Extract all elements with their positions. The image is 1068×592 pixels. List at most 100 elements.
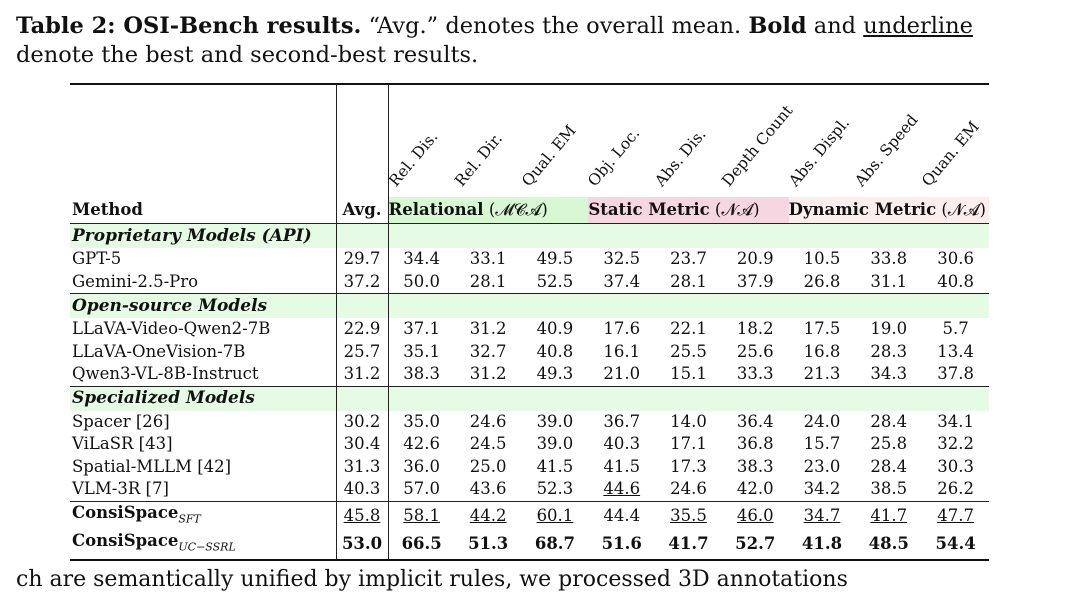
score-cell: 36.8 (722, 433, 789, 456)
score-value: 34.1 (937, 411, 974, 431)
score-cell: 16.1 (588, 341, 655, 364)
section-blank (788, 385, 856, 411)
score-value: 25.0 (469, 456, 507, 476)
score-cell: 49.3 (522, 363, 589, 386)
score-value: 31.1 (870, 271, 908, 291)
score-cell: 41.7 (855, 500, 923, 531)
table-body: Proprietary Models (API) GPT-5 29.7 34.4 33.… (70, 223, 989, 562)
score-cell: 24.5 (455, 433, 522, 456)
score-cell: 38.3 (387, 363, 455, 386)
score-cell: 39.0 (522, 411, 589, 434)
score-value: 43.6 (469, 479, 507, 498)
score-cell: 36.7 (588, 411, 655, 434)
score-cell: 32.2 (922, 433, 989, 456)
table-caption: Table 2: OSI-Bench results. “Avg.” denot… (16, 12, 1056, 70)
section-header-row: Specialized Models (70, 385, 989, 411)
table-row: LLaVA-OneVision-7B 25.7 35.1 32.7 40.8 16.1 25… (70, 340, 989, 364)
section-blank (788, 223, 856, 248)
score-value: 26.2 (937, 479, 974, 498)
caption-bold-word: Bold (748, 13, 807, 39)
score-value: 48.5 (868, 534, 909, 554)
score-value: 24.6 (469, 411, 507, 431)
section-blank (655, 385, 722, 411)
score-value: 40.9 (536, 319, 574, 338)
score-value: 39.0 (536, 411, 574, 431)
score-value: 38.3 (403, 364, 441, 383)
score-cell: 37.1 (387, 318, 455, 341)
group-dynamic-metric: Dynamic Metric (𝓝𝓐) (788, 197, 989, 224)
avg-header: Avg. (335, 197, 389, 224)
score-cell: 24.6 (655, 478, 722, 501)
section-header-row: Open-source Models (70, 293, 989, 318)
score-cell: 33.1 (455, 248, 522, 271)
score-cell: 35.0 (387, 410, 455, 433)
score-value: 30.6 (937, 249, 974, 268)
score-value: 35.1 (403, 341, 441, 361)
method-label: ConsiSpace (72, 531, 179, 551)
score-value: 14.0 (670, 411, 707, 431)
method-name: Spatial-MLLM [42] (72, 456, 232, 476)
score-cell: 20.9 (722, 248, 789, 271)
section-blank (387, 293, 455, 318)
section-blank (387, 223, 455, 248)
score-value: 34.3 (870, 364, 908, 383)
score-value: 36.7 (603, 411, 641, 431)
table-row: LLaVA-Video-Qwen2-7B 22.9 37.1 31.2 40.9 17.6… (70, 318, 989, 341)
section-blank (855, 293, 923, 318)
header-avg-spacer (335, 83, 389, 197)
score-cell: 47.7 (922, 500, 989, 531)
score-cell: 5.7 (922, 318, 989, 341)
col-header: Abs. Dis. (651, 83, 722, 197)
score-value: 17.3 (670, 456, 707, 476)
score-value: 26.8 (803, 271, 841, 291)
score-value: 36.4 (736, 411, 774, 431)
col-header: Abs. Displ. (785, 83, 856, 197)
table-row-ours: ConsiSpaceSFT 45.8 58.1 44.2 60.1 44.4 35.5 46.… (70, 500, 989, 531)
score-cell: 44.4 (588, 500, 656, 531)
score-cell: 40.3 (588, 433, 655, 456)
section-blank (922, 385, 989, 411)
score-value: 66.5 (401, 534, 442, 554)
score-value: 60.1 (536, 505, 574, 525)
method-name: ConsiSpaceUC−SSRL (70, 530, 337, 562)
avg-text: 53.0 (341, 534, 383, 554)
score-cell: 40.8 (922, 271, 989, 294)
caption-underline-word: underline (863, 13, 973, 39)
score-cell: 17.1 (655, 433, 722, 456)
score-value: 35.5 (670, 505, 707, 525)
score-value: 30.3 (937, 456, 974, 476)
score-cell: 38.5 (855, 478, 922, 501)
score-cell: 25.6 (722, 341, 789, 364)
method-name: Gemini-2.5-Pro (72, 271, 199, 291)
score-cell: 26.2 (922, 478, 989, 501)
score-cell: 51.6 (588, 530, 656, 562)
score-value: 37.8 (937, 364, 974, 383)
avg-text: 45.8 (343, 505, 381, 525)
score-value: 41.5 (603, 456, 641, 476)
score-value: 34.7 (803, 505, 841, 525)
score-value: 10.5 (803, 249, 841, 268)
score-cell: 17.3 (655, 456, 722, 479)
method-subscript: SFT (178, 511, 201, 525)
score-value: 46.0 (736, 505, 774, 525)
score-cell: 31.2 (455, 363, 522, 386)
section-blank (588, 385, 656, 411)
avg-value: 30.4 (335, 433, 389, 456)
score-value: 41.5 (536, 456, 574, 476)
score-value: 47.7 (937, 505, 974, 525)
score-cell: 41.5 (588, 456, 655, 479)
method-name: Spacer [26] (72, 411, 170, 431)
score-value: 36.0 (403, 456, 441, 476)
score-value: 40.8 (536, 341, 574, 361)
group-header-row: Method Avg. Relational (𝓜𝓒𝓐) Static Metr… (70, 197, 989, 224)
score-value: 51.3 (468, 534, 509, 554)
section-avg-blank (335, 293, 389, 318)
score-cell: 32.5 (588, 248, 655, 271)
col-header: Abs. Speed (852, 83, 923, 197)
score-cell: 35.1 (387, 340, 455, 363)
method-name: ConsiSpaceSFT (70, 500, 337, 531)
method-name: LLaVA-OneVision-7B (72, 341, 246, 361)
score-cell: 26.8 (789, 271, 856, 294)
score-value: 52.3 (536, 479, 574, 498)
score-value: 17.6 (603, 319, 641, 338)
